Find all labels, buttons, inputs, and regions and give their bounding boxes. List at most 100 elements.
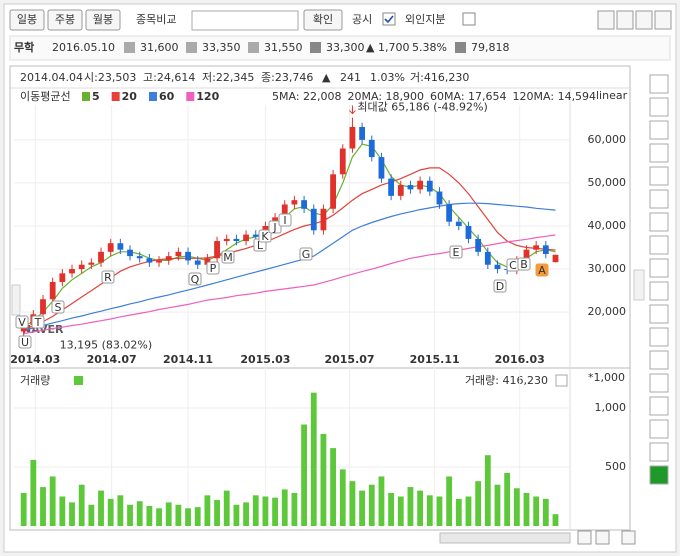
disclosure-marker[interactable] (258, 229, 272, 243)
tool-button[interactable] (649, 212, 669, 232)
month-button[interactable] (85, 9, 121, 31)
disclosure-marker[interactable] (15, 315, 29, 329)
tool-button[interactable] (649, 442, 669, 462)
tool-button[interactable] (649, 235, 669, 255)
volume-bar (204, 495, 211, 526)
reset[interactable] (621, 530, 636, 545)
disclosure-marker[interactable] (299, 247, 313, 261)
disclosure-marker[interactable] (517, 257, 531, 271)
volume-bar (40, 487, 46, 526)
y-tick-label: 60,000 (588, 133, 627, 146)
volume-bar (494, 484, 501, 526)
tool-button[interactable] (649, 327, 669, 347)
check (384, 15, 394, 24)
disclosure-letter: M (223, 251, 233, 264)
volume-bar (368, 484, 375, 526)
max-arrow (349, 105, 356, 115)
disclosure-marker[interactable] (206, 261, 220, 275)
tool-icons (597, 10, 672, 30)
volume-bar (523, 492, 530, 526)
info-change-pct: 1.03% (370, 71, 405, 84)
compare-label: 종목비교 (136, 13, 176, 26)
icon[interactable] (654, 10, 672, 30)
disclosure-marker[interactable] (188, 272, 202, 286)
tool-button[interactable] (649, 281, 669, 301)
disclosure-marker[interactable] (493, 279, 507, 293)
info-open: 시:23,503 (84, 71, 136, 84)
volume-bar (127, 504, 133, 526)
disclosure-letter: L (257, 239, 264, 252)
foreign-checkbox[interactable] (462, 12, 476, 26)
candle-body (378, 157, 385, 179)
disclosure-letter: S (55, 301, 62, 314)
x-tick-label: 2016.03 (495, 353, 545, 366)
compare-input[interactable] (191, 10, 299, 31)
confirm-button[interactable] (303, 9, 343, 31)
icon[interactable] (616, 10, 634, 30)
candle-body (407, 185, 414, 190)
disclosure-marker[interactable] (51, 300, 65, 314)
disclosure-marker[interactable] (31, 315, 45, 329)
disclosure-letter: J (272, 221, 276, 234)
tool-button[interactable] (649, 189, 669, 209)
y-tick-label: 40,000 (588, 219, 627, 232)
candle-body (223, 238, 230, 242)
tool-button[interactable] (649, 120, 669, 140)
week-button[interactable] (47, 9, 83, 31)
tool-button[interactable] (649, 143, 669, 163)
tool-button[interactable] (649, 74, 669, 94)
candle-body (204, 258, 211, 265)
quote-volume: 79,818 (471, 41, 510, 54)
close-button[interactable] (555, 374, 568, 387)
volume-bar (272, 497, 278, 526)
scrollbar[interactable] (439, 532, 571, 544)
disclosure-letter: I (283, 214, 286, 227)
tool-button[interactable] (649, 258, 669, 278)
volume-bar (446, 476, 453, 526)
icon[interactable] (635, 10, 653, 30)
disclosure-marker[interactable] (278, 213, 292, 227)
volume-bar (69, 502, 75, 526)
disclosure-marker[interactable] (268, 220, 282, 234)
disclosure-label: 공시 (352, 13, 372, 26)
candle-body (359, 126, 366, 140)
volume-bar (349, 481, 356, 526)
x-tick-label: 2015.07 (324, 353, 374, 366)
disclosure-marker[interactable] (18, 335, 32, 349)
info-change: ▲ (322, 71, 331, 84)
tool-button[interactable] (649, 350, 669, 370)
candle-body (107, 243, 114, 252)
day-button[interactable] (9, 9, 45, 31)
disclosure-marker[interactable] (535, 263, 549, 277)
tool-button[interactable] (649, 166, 669, 186)
disclosure-marker[interactable] (449, 245, 463, 259)
disclosure-checkbox[interactable] (382, 12, 396, 26)
zoom-out[interactable] (595, 530, 610, 545)
candle-body (291, 200, 298, 205)
candle-body (484, 251, 491, 265)
volume-bar (117, 495, 124, 526)
tool-button[interactable] (649, 419, 669, 439)
volume-bar (378, 476, 385, 526)
btn-label: 주봉 (55, 13, 75, 26)
disclosure-marker[interactable] (101, 270, 115, 284)
disclosure-marker[interactable] (221, 250, 235, 264)
side-toggle[interactable] (633, 269, 645, 301)
volume-bar (484, 455, 491, 526)
btn-label: 일봉 (17, 12, 37, 26)
tool-button[interactable] (649, 97, 669, 117)
candle-body (330, 174, 336, 209)
disclosure-letter: A (538, 264, 546, 277)
tool-button[interactable] (649, 304, 669, 324)
tool-button[interactable] (649, 465, 669, 485)
volume-bar (30, 459, 37, 526)
tool-button[interactable] (649, 373, 669, 393)
zoom-in[interactable] (577, 530, 592, 545)
tool-button[interactable] (649, 396, 669, 416)
icon[interactable] (597, 10, 615, 30)
legend-label: 120 (196, 90, 219, 103)
y-tick-label: 50,000 (588, 176, 627, 189)
info-low: 저:22,345 (202, 71, 254, 84)
side-toggle[interactable] (11, 284, 21, 316)
